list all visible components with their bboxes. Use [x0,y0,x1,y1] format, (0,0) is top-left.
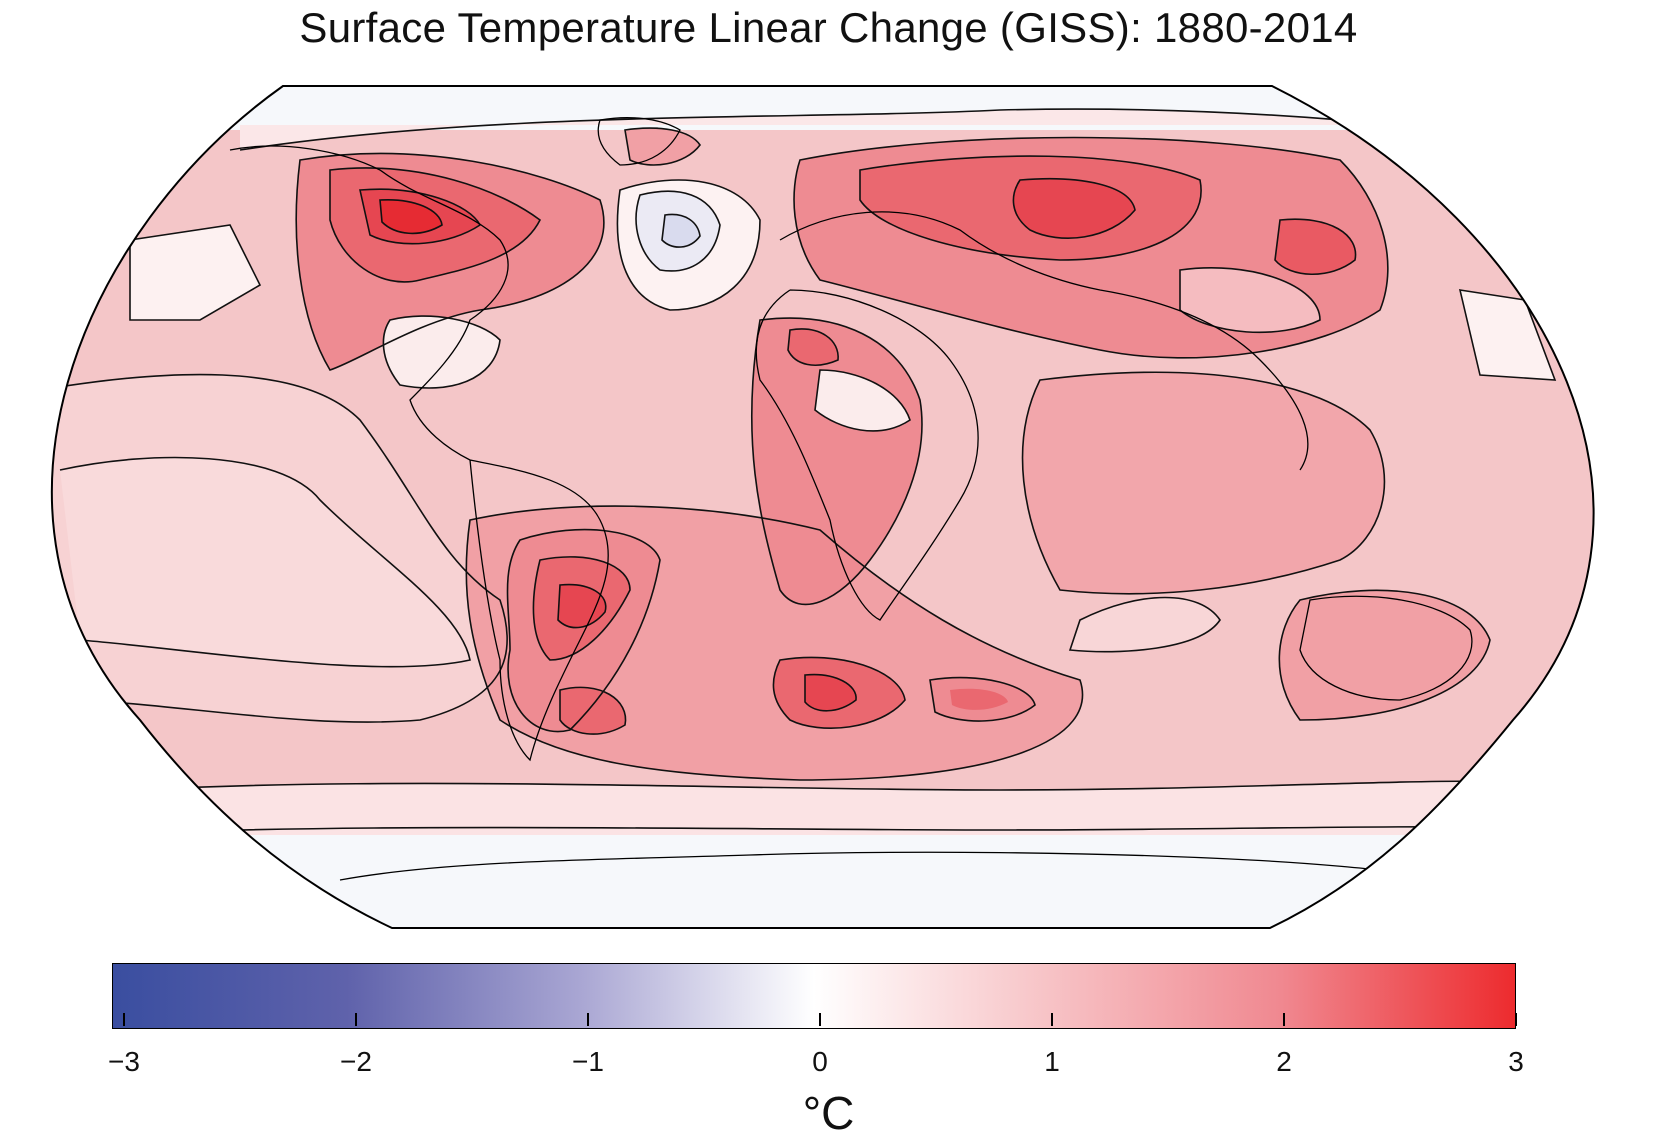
africa-light [815,370,910,431]
greenland-warm [625,128,700,165]
antarctic-band [51,835,1594,928]
colorbar-tick-mark [355,1013,357,1026]
north-atlantic-cold-core [662,214,700,248]
indian-ocean-light [1070,597,1220,652]
antarctica-coast [339,851,1481,881]
colorbar-tick-label: −1 [572,1046,604,1077]
chart-title: Surface Temperature Linear Change (GISS)… [299,4,1358,51]
colorbar-tick-label: 3 [1508,1046,1524,1077]
south-pacific-zone [60,457,470,667]
australia-coast [1299,595,1473,701]
colorbar-tick-label: 2 [1276,1046,1292,1077]
east-pacific-white [1460,290,1555,380]
colorbar-tick-label: −2 [340,1046,372,1077]
africa-hot [788,329,839,366]
coastlines [229,117,1481,881]
colorbar-unit-label: °C [802,1087,855,1139]
central-asia-light [1180,267,1320,333]
globe-outline [50,85,1595,929]
contour-lines [51,108,1594,841]
arctic-transition [240,109,1594,150]
colorbar-tick-mark [819,1013,821,1026]
colorbar-tick-label: 0 [812,1046,828,1077]
colorbar-tick-mark [587,1013,589,1026]
colorbar-tick-mark [123,1013,125,1026]
south-america-coast [469,459,609,762]
europe-asia-coast [779,211,1309,471]
antarctic-transition [51,781,1594,840]
us-cool-patch [383,316,500,388]
world-temperature-map [50,85,1595,929]
africa-coast [755,289,979,621]
north-pacific-white [130,225,260,320]
southern-ocean-hot [805,674,857,711]
colorbar-gradient [112,963,1516,1029]
siberia-hot [1275,219,1356,275]
samerica-hot-core [558,584,606,628]
north-america-coast [229,145,509,461]
greenland-coast [597,117,681,166]
colorbar [112,963,1516,1029]
colorbar-tick-mark [1283,1013,1285,1026]
southern-ocean-warm-3 [950,688,1008,710]
colorbar-tick-label: 1 [1044,1046,1060,1077]
colorbar-tick-mark [1515,1013,1517,1026]
eurasia-hot-core [1013,178,1135,239]
colorbar-tick-mark [1051,1013,1053,1026]
indian-ocean-warm [1022,372,1385,594]
colorbar-tick-label: −3 [108,1046,140,1077]
